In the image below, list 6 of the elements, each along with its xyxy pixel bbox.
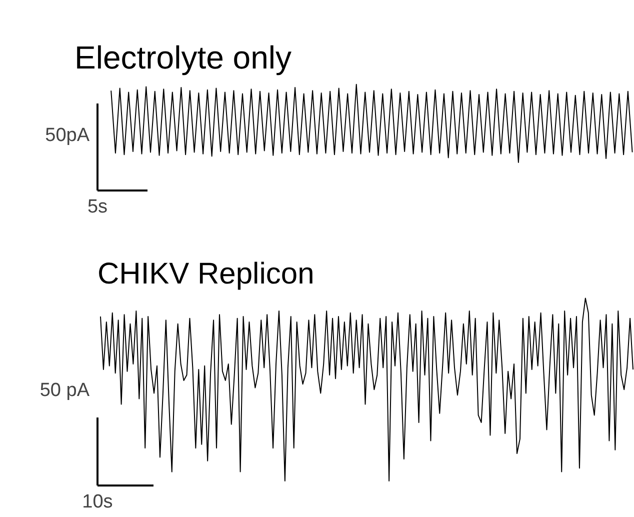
y-axis-title: 50pA [45,125,90,146]
chart-title: Electrolyte only [74,40,292,76]
x-axis-title: 10s [82,492,113,512]
y-axis-title: 50 pA [40,380,90,401]
x-axis-title: 5s [87,196,108,218]
chart-title: CHIKV Replicon [98,258,314,290]
